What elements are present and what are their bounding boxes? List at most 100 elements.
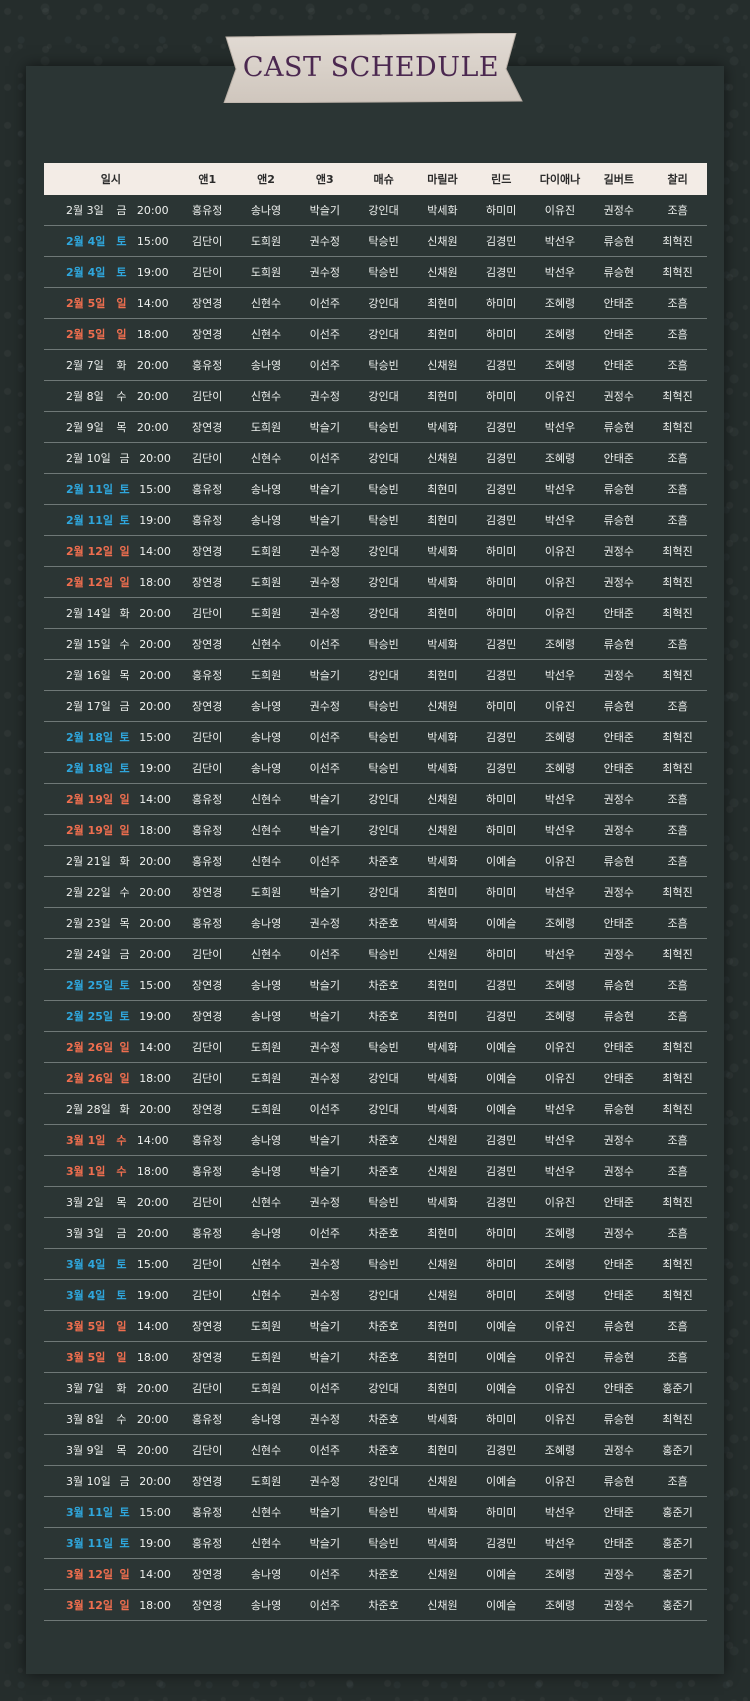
cast-cell: 신현수 — [250, 1537, 282, 1550]
row-date: 3월 8일 — [66, 1413, 104, 1426]
cast-cell: 최혁진 — [662, 421, 693, 434]
row-date: 2월 16일 — [66, 669, 111, 682]
cast-cell: 홍유정 — [192, 1537, 223, 1550]
table-row: 2월 5일 일 18:00 장연경 신현수 이선주 강인대 최현미 하미미 조혜령 안태준 조흠 — [44, 319, 707, 350]
row-date: 3월 1일 — [66, 1134, 106, 1147]
cast-cell: 신채원 — [427, 793, 458, 806]
row-date: 3월 4일 — [66, 1289, 106, 1302]
cast-cell: 박세화 — [427, 731, 458, 744]
cast-cell: 김단이 — [192, 762, 223, 775]
cast-cell: 박선우 — [544, 948, 576, 961]
cast-cell: 신현수 — [250, 1289, 282, 1302]
cast-cell: 홍유정 — [192, 669, 223, 682]
cast-cell: 조혜령 — [544, 1227, 576, 1240]
cast-cell: 하미미 — [486, 297, 517, 310]
table-row: 3월 1일 수 18:00 홍유정 송나영 박슬기 차준호 신채원 김경민 박선우 권정수 조흠 — [44, 1156, 707, 1187]
cast-cell: 하미미 — [486, 793, 517, 806]
cast-cell: 김경민 — [486, 1537, 517, 1550]
row-date: 3월 11일 — [66, 1537, 114, 1550]
cast-cell: 차준호 — [368, 1320, 399, 1333]
cast-cell: 강인대 — [368, 328, 399, 341]
cast-cell: 송나영 — [250, 979, 282, 992]
cast-cell: 최혁진 — [662, 1258, 693, 1271]
cast-cell: 최혁진 — [662, 669, 693, 682]
cast-cell: 이유진 — [544, 390, 576, 403]
row-weekday: 토 — [119, 731, 130, 744]
row-weekday: 금 — [119, 700, 130, 713]
cast-cell: 최현미 — [427, 328, 458, 341]
cast-cell: 신채원 — [427, 1165, 458, 1178]
cast-cell: 장연경 — [192, 1475, 223, 1488]
row-date: 2월 4일 — [66, 266, 106, 279]
cast-cell: 이선주 — [309, 762, 340, 775]
cast-cell: 하미미 — [486, 824, 517, 837]
cast-cell: 조흠 — [667, 1351, 688, 1364]
header-col: 길버트 — [603, 173, 634, 186]
cast-cell: 홍준기 — [662, 1537, 693, 1550]
cast-cell: 권정수 — [603, 793, 634, 806]
cast-cell: 이선주 — [309, 1103, 340, 1116]
table-row: 3월 7일 화 20:00 김단이 도희원 이선주 강인대 최현미 이예슬 이유진 안태준 홍준기 — [44, 1373, 707, 1404]
table-row: 2월 5일 일 14:00 장연경 신현수 이선주 강인대 최현미 하미미 조혜령 안태준 조흠 — [44, 288, 707, 319]
row-time: 20:00 — [136, 203, 169, 217]
row-weekday: 일 — [116, 328, 127, 341]
table-row: 2월 11일 토 15:00 홍유정 송나영 박슬기 탁승빈 최현미 김경민 박선우 류승현 조흠 — [44, 474, 707, 505]
cast-cell: 최혁진 — [662, 762, 693, 775]
cast-cell: 장연경 — [192, 297, 223, 310]
table-row: 2월 22일 수 20:00 장연경 도희원 박슬기 강인대 최현미 하미미 박선우 권정수 최혁진 — [44, 877, 707, 908]
cast-cell: 박슬기 — [309, 483, 340, 496]
cast-cell: 최현미 — [427, 979, 458, 992]
cast-cell: 신현수 — [250, 1196, 282, 1209]
row-time: 20:00 — [139, 637, 171, 651]
cast-cell: 홍유정 — [192, 1165, 223, 1178]
cast-cell: 권수정 — [309, 266, 340, 279]
cast-cell: 안태준 — [603, 917, 634, 930]
table-row: 2월 4일 토 15:00 김단이 도희원 권수정 탁승빈 신채원 김경민 박선우 류승현 최혁진 — [44, 226, 707, 257]
cast-cell: 박세화 — [427, 855, 458, 868]
row-date: 2월 10일 — [66, 452, 111, 465]
row-date: 2월 24일 — [66, 948, 111, 961]
cast-cell: 차준호 — [368, 1413, 399, 1426]
row-weekday: 토 — [116, 235, 127, 248]
cast-cell: 권정수 — [603, 886, 634, 899]
cast-cell: 이선주 — [309, 1444, 340, 1457]
cast-cell: 류승현 — [603, 1413, 634, 1426]
cast-cell: 하미미 — [486, 700, 517, 713]
row-date: 2월 25일 — [66, 1010, 114, 1023]
row-date: 2월 23일 — [66, 917, 111, 930]
cast-cell: 류승현 — [603, 266, 634, 279]
cast-cell: 도희원 — [250, 545, 282, 558]
table-row: 3월 2일 목 20:00 김단이 신현수 권수정 탁승빈 박세화 김경민 이유진 안태준 최혁진 — [44, 1187, 707, 1218]
row-weekday: 화 — [116, 1382, 127, 1395]
cast-cell: 이유진 — [544, 1351, 576, 1364]
cast-cell: 신채원 — [427, 266, 458, 279]
cast-cell: 강인대 — [368, 886, 399, 899]
cast-cell: 이유진 — [544, 855, 576, 868]
cast-cell: 탁승빈 — [368, 359, 399, 372]
cast-cell: 장연경 — [192, 1351, 223, 1364]
table-row: 3월 11일 토 15:00 홍유정 신현수 박슬기 탁승빈 박세화 하미미 박선우 안태준 홍준기 — [44, 1497, 707, 1528]
table-row: 2월 3일 금 20:00 홍유정 송나영 박슬기 강인대 박세화 하미미 이유진 권정수 조흠 — [44, 195, 707, 226]
cast-cell: 송나영 — [250, 359, 282, 372]
cast-cell: 홍유정 — [192, 917, 223, 930]
cast-cell: 조흠 — [667, 1320, 688, 1333]
cast-cell: 권정수 — [603, 545, 634, 558]
cast-cell: 신현수 — [250, 948, 282, 961]
cast-cell: 장연경 — [192, 979, 223, 992]
cast-cell: 박선우 — [544, 421, 576, 434]
cast-cell: 김경민 — [486, 452, 517, 465]
cast-cell: 차준호 — [368, 1568, 399, 1581]
cast-cell: 권수정 — [309, 1041, 340, 1054]
row-weekday: 일 — [119, 576, 130, 589]
cast-cell: 박선우 — [544, 669, 576, 682]
cast-cell: 김단이 — [192, 1382, 223, 1395]
header-col: 매슈 — [373, 173, 394, 186]
cast-cell: 차준호 — [368, 1010, 399, 1023]
row-date: 2월 8일 — [66, 390, 104, 403]
cast-cell: 권수정 — [309, 235, 340, 248]
row-time: 19:00 — [136, 1288, 169, 1302]
cast-cell: 류승현 — [603, 235, 634, 248]
cast-cell: 박슬기 — [309, 1506, 340, 1519]
cast-cell: 강인대 — [368, 204, 399, 217]
cast-cell: 박선우 — [544, 886, 576, 899]
